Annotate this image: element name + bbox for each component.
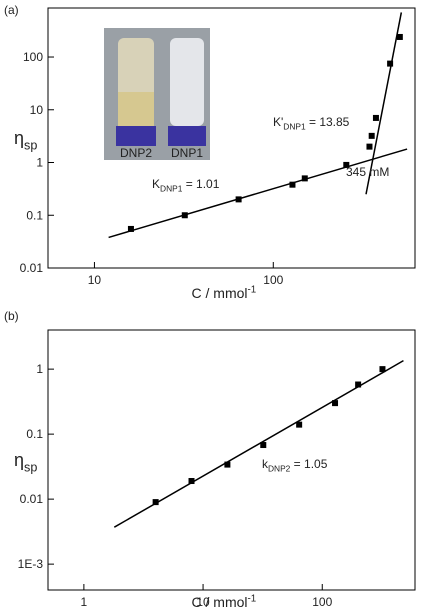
- y-tick-label: 0.1: [26, 427, 43, 441]
- label-sub: sp: [24, 138, 37, 152]
- y-tick-label: 0.01: [20, 492, 44, 506]
- data-point: [224, 461, 231, 468]
- label-sub: DNP1: [160, 184, 183, 194]
- label-main: K': [273, 115, 283, 129]
- data-point: [368, 132, 375, 139]
- label-tail: = 13.85: [306, 115, 350, 129]
- plot-frame: [47, 329, 416, 591]
- label-sup: -1: [248, 593, 257, 604]
- y-tick-label: 1: [36, 156, 43, 170]
- fit-line: [108, 148, 408, 239]
- data-point: [372, 114, 379, 121]
- vial-cap: [168, 126, 206, 146]
- vial: [170, 38, 204, 126]
- y-tick-label: 0.01: [20, 261, 44, 275]
- data-point: [152, 499, 159, 506]
- data-point: [296, 421, 303, 428]
- y-tick-label: 10: [30, 103, 44, 117]
- label-main: C / mmol: [192, 594, 248, 610]
- rich-label: ηsp: [14, 128, 37, 152]
- label-sub: DNP1: [283, 122, 306, 132]
- label-main: K: [152, 177, 160, 191]
- x-tick-label: 100: [312, 595, 332, 609]
- x-tick-label: 10: [196, 595, 210, 609]
- data-point: [260, 442, 267, 449]
- label-sup: -1: [248, 284, 257, 295]
- label-main: C / mmol: [192, 285, 248, 301]
- data-point: [301, 175, 308, 182]
- y-tick-label: 1: [36, 362, 43, 376]
- label-main: 345 mM: [346, 165, 389, 179]
- x-tick-label: 10: [88, 273, 102, 287]
- x-tick-label: 1: [81, 595, 88, 609]
- data-point: [332, 400, 339, 407]
- fit-line: [113, 360, 404, 528]
- label-sub: sp: [24, 460, 37, 474]
- rich-label: ηsp: [14, 450, 37, 474]
- fit-line: [365, 12, 403, 195]
- vial-liquid: [118, 92, 154, 126]
- data-point: [387, 60, 394, 67]
- data-point: [366, 143, 373, 150]
- label-sub: DNP2: [268, 464, 291, 474]
- data-point: [127, 225, 134, 232]
- inset-label: DNP2: [120, 146, 152, 160]
- data-point: [355, 381, 362, 388]
- rich-label: K'DNP1 = 13.85: [273, 115, 350, 132]
- y-tick-label: 100: [23, 50, 43, 64]
- x-tick-label: 100: [263, 273, 283, 287]
- rich-label: KDNP1 = 1.01: [152, 177, 220, 194]
- data-point: [188, 478, 195, 485]
- inset-photo: [104, 28, 210, 160]
- label-main: η: [14, 450, 24, 470]
- rich-label: kDNP2 = 1.05: [262, 457, 328, 474]
- rich-label: C / mmol-1: [192, 284, 257, 301]
- data-point: [181, 212, 188, 219]
- rich-label: C / mmol-1: [192, 593, 257, 610]
- data-point: [379, 366, 386, 373]
- y-tick-label: 1E-3: [18, 557, 44, 571]
- label-tail: = 1.05: [290, 457, 327, 471]
- label-main: k: [262, 457, 269, 471]
- panel-label: (b): [4, 309, 19, 323]
- inset-label: DNP1: [171, 146, 203, 160]
- plot-frame: [47, 7, 416, 269]
- vial-cap: [116, 126, 156, 146]
- label-main: η: [14, 128, 24, 148]
- data-point: [289, 181, 296, 188]
- rich-label: 345 mM: [346, 165, 389, 179]
- data-point: [396, 33, 403, 40]
- panel-label: (a): [4, 3, 19, 17]
- data-point: [235, 196, 242, 203]
- data-point: [343, 161, 350, 168]
- label-tail: = 1.01: [182, 177, 219, 191]
- y-tick-label: 0.1: [26, 208, 43, 222]
